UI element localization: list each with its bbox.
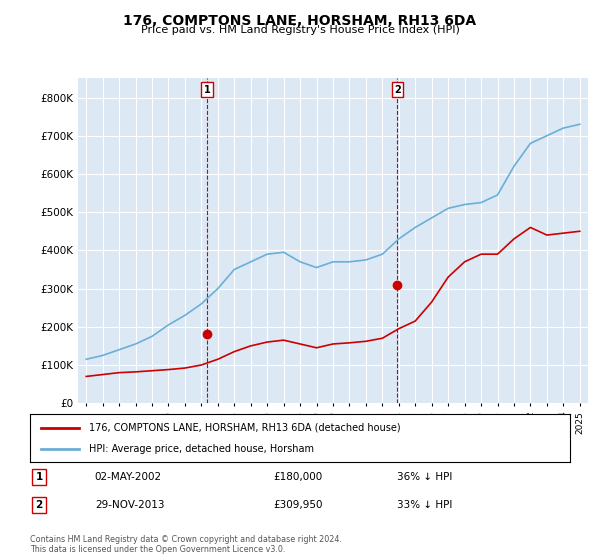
Text: 1: 1 <box>203 85 210 95</box>
Text: 33% ↓ HPI: 33% ↓ HPI <box>397 500 452 510</box>
Text: 29-NOV-2013: 29-NOV-2013 <box>95 500 164 510</box>
Text: £180,000: £180,000 <box>273 472 322 482</box>
Text: 36% ↓ HPI: 36% ↓ HPI <box>397 472 452 482</box>
Text: Price paid vs. HM Land Registry's House Price Index (HPI): Price paid vs. HM Land Registry's House … <box>140 25 460 35</box>
Text: HPI: Average price, detached house, Horsham: HPI: Average price, detached house, Hors… <box>89 444 314 454</box>
Text: 176, COMPTONS LANE, HORSHAM, RH13 6DA (detached house): 176, COMPTONS LANE, HORSHAM, RH13 6DA (d… <box>89 423 401 433</box>
Text: 2: 2 <box>394 85 401 95</box>
Text: 1: 1 <box>35 472 43 482</box>
Text: £309,950: £309,950 <box>273 500 323 510</box>
Text: 2: 2 <box>35 500 43 510</box>
Text: 176, COMPTONS LANE, HORSHAM, RH13 6DA: 176, COMPTONS LANE, HORSHAM, RH13 6DA <box>124 14 476 28</box>
Text: Contains HM Land Registry data © Crown copyright and database right 2024.
This d: Contains HM Land Registry data © Crown c… <box>30 535 342 554</box>
Text: 02-MAY-2002: 02-MAY-2002 <box>95 472 162 482</box>
